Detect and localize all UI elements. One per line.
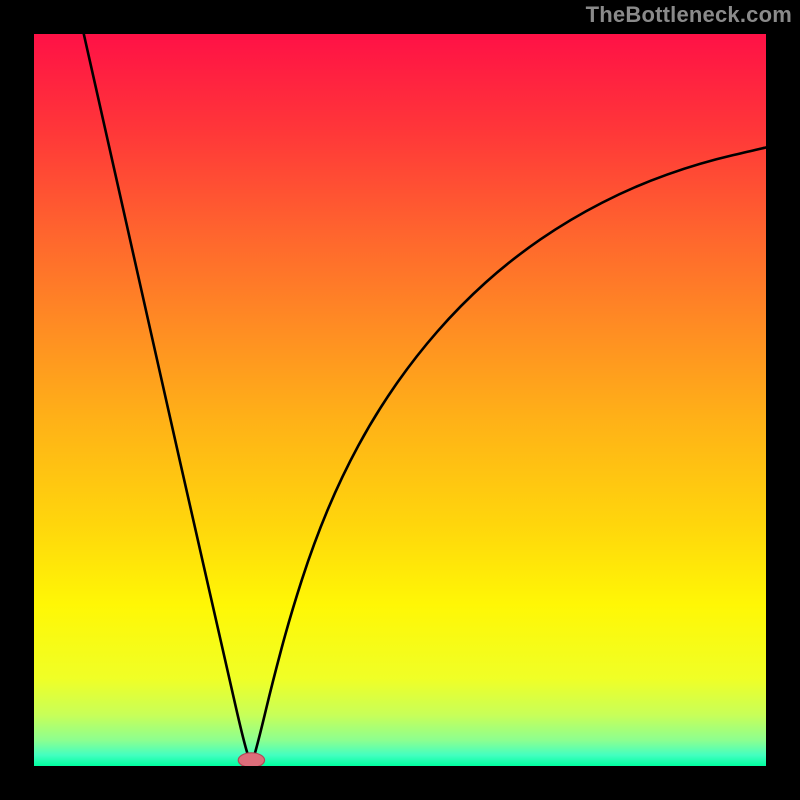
- watermark-text: TheBottleneck.com: [586, 2, 792, 28]
- curve-layer: [34, 34, 766, 766]
- curve-left-branch: [84, 34, 252, 766]
- root-container: TheBottleneck.com: [0, 0, 800, 800]
- plot-area: [34, 34, 766, 766]
- minimum-marker: [238, 753, 264, 766]
- curve-right-branch: [251, 147, 766, 766]
